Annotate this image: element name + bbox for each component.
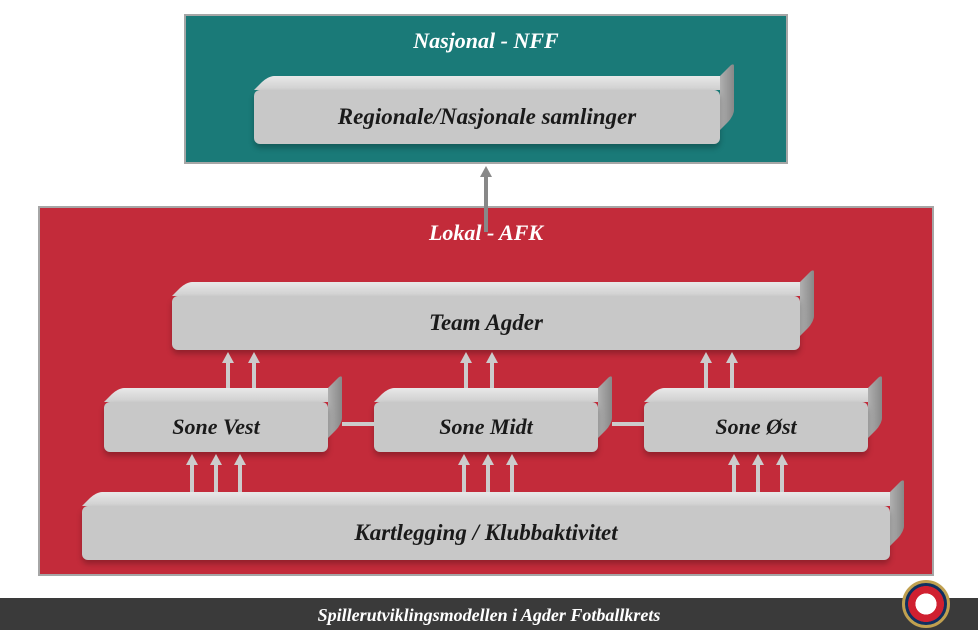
box-regional: Regionale/Nasjonale samlinger bbox=[254, 76, 720, 144]
arrow-to-national bbox=[480, 166, 492, 232]
connector-vest-midt bbox=[342, 422, 374, 426]
box-team-agder-label: Team Agder bbox=[172, 296, 800, 350]
arrow-up-icon bbox=[728, 454, 740, 492]
arrow-up-icon bbox=[506, 454, 518, 492]
arrow-ost-to-team bbox=[700, 352, 738, 388]
box-team-agder: Team Agder bbox=[172, 282, 800, 350]
arrow-up-icon bbox=[480, 166, 492, 232]
box-sone-ost: Sone Øst bbox=[644, 388, 868, 452]
arrow-up-icon bbox=[486, 352, 498, 388]
box-sone-ost-label: Sone Øst bbox=[644, 402, 868, 452]
arrow-up-icon bbox=[248, 352, 260, 388]
box-sone-midt: Sone Midt bbox=[374, 388, 598, 452]
nff-logo-icon bbox=[902, 580, 950, 628]
arrow-up-icon bbox=[234, 454, 246, 492]
box-kartlegging-label: Kartlegging / Klubbaktivitet bbox=[82, 506, 890, 560]
arrow-up-icon bbox=[460, 352, 472, 388]
arrow-kart-to-midt bbox=[458, 454, 518, 492]
arrow-up-icon bbox=[222, 352, 234, 388]
connector-midt-ost bbox=[612, 422, 644, 426]
box-sone-vest: Sone Vest bbox=[104, 388, 328, 452]
arrow-kart-to-vest bbox=[186, 454, 246, 492]
box-kartlegging: Kartlegging / Klubbaktivitet bbox=[82, 492, 890, 560]
arrow-up-icon bbox=[210, 454, 222, 492]
footer-text: Spillerutviklingsmodellen i Agder Fotbal… bbox=[318, 605, 661, 626]
arrow-up-icon bbox=[752, 454, 764, 492]
arrow-up-icon bbox=[186, 454, 198, 492]
arrow-kart-to-ost bbox=[728, 454, 788, 492]
arrow-up-icon bbox=[776, 454, 788, 492]
box-sone-midt-label: Sone Midt bbox=[374, 402, 598, 452]
arrow-up-icon bbox=[726, 352, 738, 388]
national-panel-title: Nasjonal - NFF bbox=[186, 28, 786, 54]
footer-bar: Spillerutviklingsmodellen i Agder Fotbal… bbox=[0, 598, 978, 630]
box-sone-vest-label: Sone Vest bbox=[104, 402, 328, 452]
arrow-vest-to-team bbox=[222, 352, 260, 388]
arrow-midt-to-team bbox=[460, 352, 498, 388]
arrow-up-icon bbox=[700, 352, 712, 388]
arrow-up-icon bbox=[458, 454, 470, 492]
arrow-up-icon bbox=[482, 454, 494, 492]
box-regional-label: Regionale/Nasjonale samlinger bbox=[254, 90, 720, 144]
